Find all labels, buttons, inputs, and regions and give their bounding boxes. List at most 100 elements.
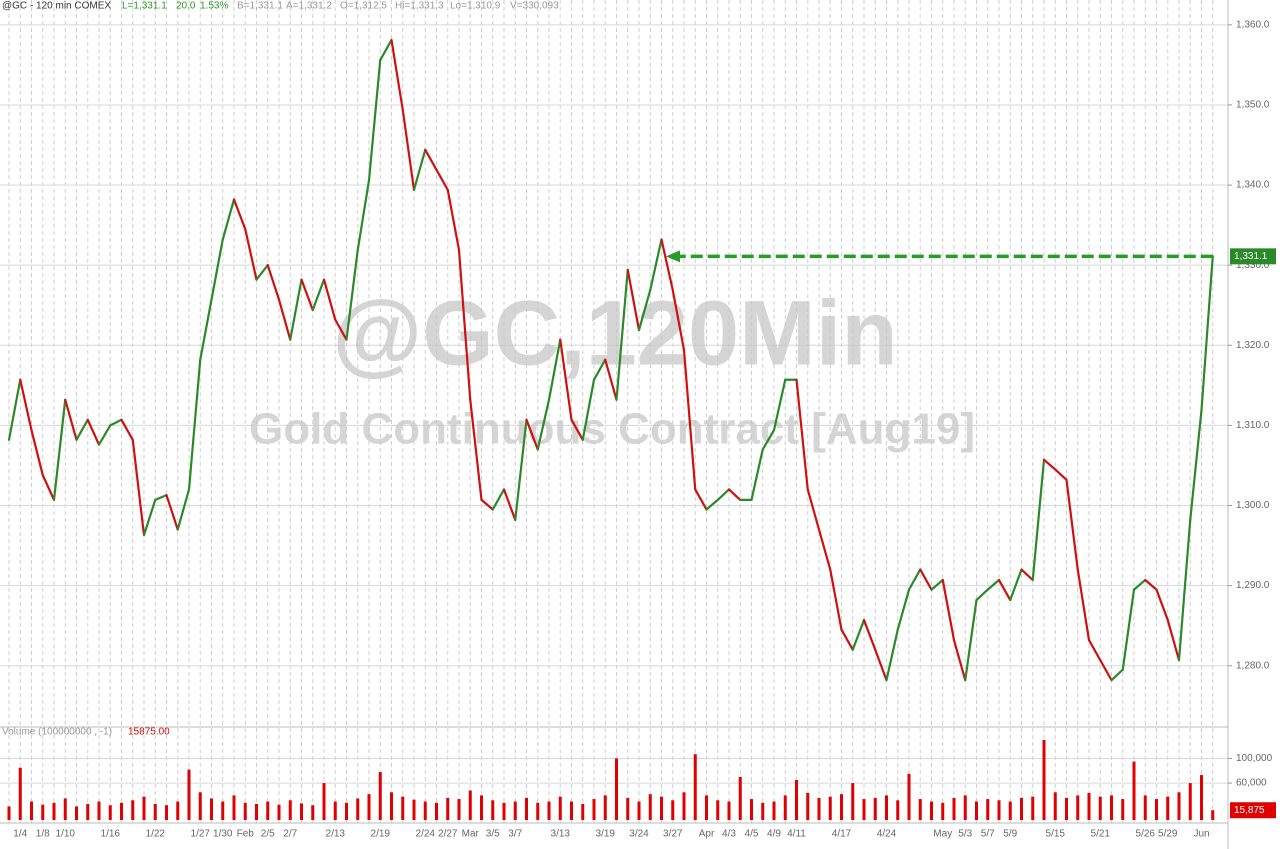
volume-bar (435, 802, 438, 820)
header-pct: 1.53% (200, 1, 228, 12)
volume-bar (930, 801, 933, 820)
x-tick-label: 2/13 (326, 829, 346, 840)
volume-bar (513, 801, 517, 820)
price-segment (19, 378, 33, 432)
price-segment (840, 628, 854, 651)
volume-bar (401, 796, 405, 820)
volume-bar (603, 795, 607, 820)
volume-bar (1200, 775, 1203, 820)
volume-bar (108, 805, 112, 820)
price-segment (1166, 618, 1181, 662)
volume-bar (1042, 740, 1046, 820)
price-segment (232, 198, 247, 231)
volume-bar (491, 800, 495, 820)
volume-bar (153, 804, 157, 820)
price-segment (941, 578, 956, 642)
x-tick-label: Apr (699, 829, 715, 840)
y-tick-label: 1,310.0 (1236, 420, 1270, 431)
volume-bar (783, 795, 787, 820)
price-segment (7, 378, 22, 441)
volume-bar (626, 797, 630, 820)
price-segment (514, 418, 528, 522)
volume-subtitle: 15875.00 (128, 727, 170, 738)
header-symbol: @GC - 120 min COMEX (2, 1, 111, 12)
volume-bar (322, 783, 326, 820)
x-tick-label: 1/27 (191, 829, 211, 840)
price-segment (187, 358, 202, 491)
price-segment (154, 493, 168, 501)
price-segment (1020, 568, 1034, 582)
price-segment (1189, 409, 1203, 522)
volume-bar (446, 797, 450, 820)
price-segment (851, 618, 866, 651)
y-tick-label: 1,330.0 (1236, 260, 1270, 271)
x-tick-label: 4/3 (722, 829, 736, 840)
price-segment (1132, 578, 1147, 591)
price-segment (772, 378, 787, 432)
x-tick-label: 1/16 (101, 829, 121, 840)
price-segment (907, 568, 922, 591)
volume-bar (581, 804, 585, 820)
x-tick-label: Mar (462, 829, 480, 840)
x-tick-label: 3/7 (508, 829, 522, 840)
price-segment (874, 648, 888, 682)
volume-bar (333, 801, 337, 820)
volume-bar (131, 800, 135, 820)
volume-bar (198, 792, 202, 820)
volume-bar (288, 800, 292, 820)
x-tick-label: 5/29 (1158, 829, 1178, 840)
volume-bar (390, 792, 393, 820)
x-tick-label: 3/13 (551, 829, 571, 840)
volume-bar (142, 796, 146, 820)
price-segment (1110, 668, 1124, 682)
header-open: O=1,312.5 (340, 1, 387, 12)
price-segment (334, 318, 348, 341)
volume-bar (615, 758, 618, 820)
volume-bar (693, 754, 697, 820)
x-tick-label: 4/11 (787, 829, 806, 840)
volume-bar (873, 797, 877, 820)
y-tick-label: 1,320.0 (1236, 340, 1270, 351)
x-tick-label: 4/5 (745, 829, 759, 840)
header-change: 20.0 (176, 1, 196, 12)
volume-bar (378, 772, 382, 820)
volume-bar (311, 805, 315, 820)
x-tick-label: 2/5 (261, 829, 275, 840)
price-segment (221, 198, 236, 241)
x-tick-label: 5/21 (1091, 829, 1111, 840)
watermark-symbol: @GC,120Min (332, 282, 897, 384)
x-tick-label: 1/8 (36, 829, 50, 840)
x-tick-label: 4/24 (877, 829, 897, 840)
volume-bar (210, 798, 213, 820)
x-tick-label: 2/7 (283, 829, 297, 840)
x-tick-label: 3/5 (486, 829, 500, 840)
price-segment (41, 473, 56, 501)
volume-bar (52, 802, 56, 820)
price-segment (604, 358, 618, 401)
price-segment (75, 418, 89, 441)
volume-bar (232, 795, 236, 820)
volume-bar (671, 800, 675, 820)
volume-bar (1065, 797, 1068, 820)
header-ask: A=1,331.2 (286, 1, 332, 12)
volume-bar (221, 801, 225, 820)
price-segment (97, 424, 112, 446)
x-tick-label: 1/22 (146, 829, 166, 840)
volume-bar (1132, 761, 1136, 820)
x-tick-label: Jun (1193, 829, 1209, 840)
price-segment (390, 38, 404, 111)
volume-bar (367, 794, 371, 820)
volume-bar (761, 802, 765, 820)
volume-bar (356, 798, 360, 820)
price-segment (885, 628, 899, 682)
price-segment (1177, 518, 1192, 662)
volume-bar (828, 796, 832, 820)
price-segment (795, 378, 809, 491)
volume-bar (187, 769, 191, 820)
volume-bar (1211, 810, 1215, 820)
price-segment (1042, 458, 1057, 471)
volume-bar (97, 801, 101, 820)
price-segment (682, 348, 697, 491)
volume-bar (1053, 792, 1057, 820)
